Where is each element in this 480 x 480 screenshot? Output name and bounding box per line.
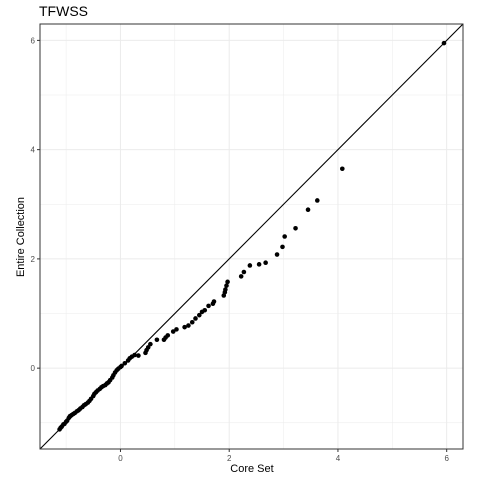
data-point	[340, 166, 345, 172]
y-tick-label: 4	[31, 146, 36, 155]
data-point	[119, 363, 124, 369]
data-point	[202, 307, 208, 313]
data-point	[211, 299, 217, 304]
chart-title: TFWSS	[39, 3, 88, 19]
data-point	[305, 207, 311, 213]
data-point	[148, 341, 153, 347]
data-point	[247, 263, 253, 268]
x-tick-label: 0	[118, 454, 123, 463]
y-axis-title: Entire Collection	[15, 197, 27, 277]
data-point	[223, 287, 228, 292]
x-tick-label: 4	[336, 454, 341, 463]
data-point	[182, 324, 187, 330]
data-point	[256, 262, 262, 267]
data-point	[189, 319, 195, 325]
data-point	[193, 316, 198, 321]
data-point	[197, 312, 202, 318]
x-tick-label: 6	[444, 454, 449, 463]
data-point	[274, 252, 280, 257]
data-point	[170, 329, 176, 334]
data-point	[145, 345, 151, 350]
data-point	[314, 198, 320, 203]
x-axis-ticks: 0 2 4 6	[118, 449, 449, 463]
data-point	[441, 40, 447, 46]
y-tick-label: 0	[31, 364, 36, 373]
data-point	[122, 360, 128, 366]
data-point	[224, 283, 229, 288]
y-tick-label: 6	[31, 36, 36, 45]
panel-border	[39, 23, 464, 450]
data-point	[263, 260, 268, 266]
x-axis-title: Core Set	[230, 463, 273, 475]
data-point	[293, 226, 298, 231]
data-points	[57, 40, 447, 432]
data-point	[238, 274, 244, 279]
x-tick-label: 2	[227, 454, 232, 463]
grid	[40, 24, 463, 449]
data-point	[280, 244, 285, 250]
data-point	[241, 269, 247, 275]
data-point	[154, 337, 160, 343]
data-point	[186, 323, 191, 328]
data-point	[132, 352, 137, 358]
data-point	[282, 234, 287, 239]
data-point	[225, 279, 230, 285]
data-point	[206, 303, 211, 309]
y-axis-ticks: 0 2 4 6	[31, 36, 40, 373]
data-point	[165, 333, 171, 338]
y-tick-label: 2	[31, 255, 36, 264]
data-point	[174, 327, 179, 332]
data-point	[136, 353, 141, 358]
